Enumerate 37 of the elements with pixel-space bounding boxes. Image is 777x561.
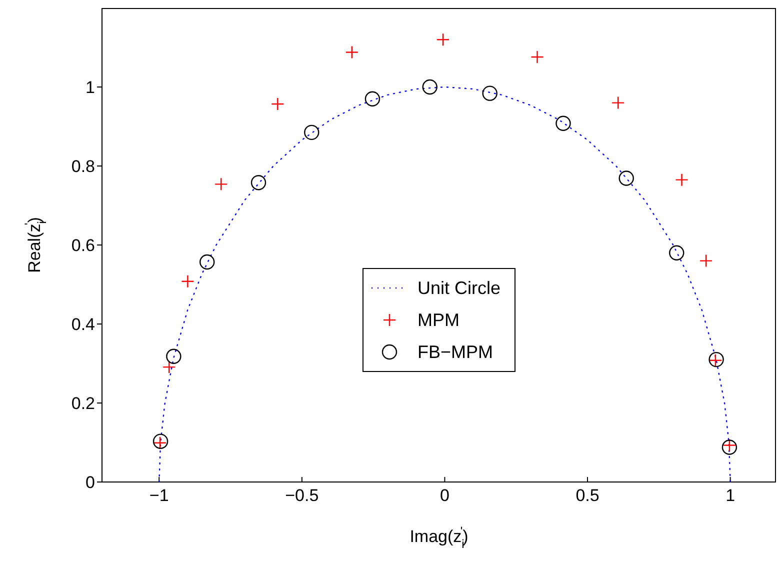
- point: [422, 79, 438, 95]
- point: [611, 96, 625, 110]
- point: [250, 174, 266, 190]
- point: [181, 274, 194, 288]
- y-tick-label: 1: [86, 78, 95, 98]
- point: [669, 245, 684, 260]
- point: [556, 116, 571, 131]
- point: [722, 438, 736, 452]
- point: [618, 170, 634, 186]
- point: [304, 124, 320, 140]
- y-tick-label: 0.4: [71, 315, 95, 334]
- legend-label: Unit Circle: [417, 278, 501, 298]
- y-tick-label: 0.6: [71, 236, 95, 256]
- x-tick-label: 0.5: [576, 486, 600, 506]
- point: [364, 91, 380, 106]
- x-tick-label: −1: [149, 486, 169, 506]
- point: [271, 97, 284, 111]
- x-tick-label: 1: [726, 486, 736, 506]
- point: [214, 178, 228, 191]
- point: [699, 254, 713, 268]
- point: [675, 173, 688, 186]
- y-tick-label: 0.8: [71, 157, 95, 176]
- x-tick-label: 0: [440, 486, 450, 506]
- x-axis-title: Imag(z$_{i}$$^{'}$): [410, 524, 468, 551]
- x-tick-label: −0.5: [285, 486, 319, 506]
- point: [530, 50, 544, 64]
- point: [482, 86, 498, 101]
- point: [345, 46, 358, 59]
- y-tick-label: 0: [86, 473, 95, 492]
- point: [162, 360, 176, 374]
- point: [722, 440, 738, 455]
- point: [200, 254, 215, 270]
- legend-label: MPM: [417, 310, 460, 330]
- point: [166, 348, 182, 364]
- legend-label: FB−MPM: [417, 342, 494, 362]
- y-tick-label: 0.2: [71, 394, 95, 414]
- point: [436, 33, 450, 46]
